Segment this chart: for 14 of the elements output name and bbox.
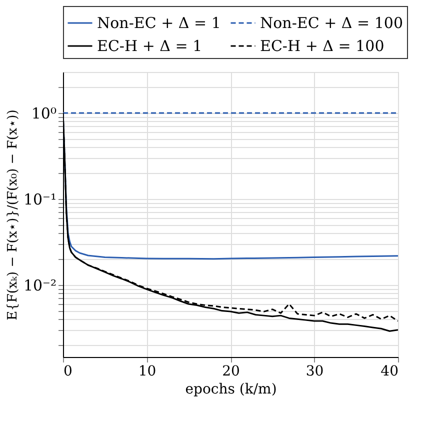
legend-label: EC-H + Δ = 100 — [260, 37, 384, 55]
x-tick-label: 30 — [306, 364, 324, 380]
y-tick-label: 10⁰ — [31, 104, 56, 123]
legend-label: Non-EC + Δ = 1 — [97, 14, 221, 32]
x-tick-label: 20 — [222, 364, 240, 380]
x-tick-label: 10 — [138, 364, 156, 380]
x-tick-label: 0 — [64, 364, 72, 380]
y-tick-label: 10⁻² — [23, 276, 56, 294]
x-axis-title: epochs (k/m) — [185, 382, 277, 398]
y-tick-label: 10⁻¹ — [23, 190, 56, 208]
legend-label: EC-H + Δ = 1 — [97, 37, 202, 55]
x-tick-label: 40 — [380, 364, 398, 380]
y-axis-title: E{F(xₖ) − F(x⋆)}/(F(x₀) − F(x⋆)) — [5, 110, 20, 320]
legend-label: Non-EC + Δ = 100 — [260, 14, 403, 32]
